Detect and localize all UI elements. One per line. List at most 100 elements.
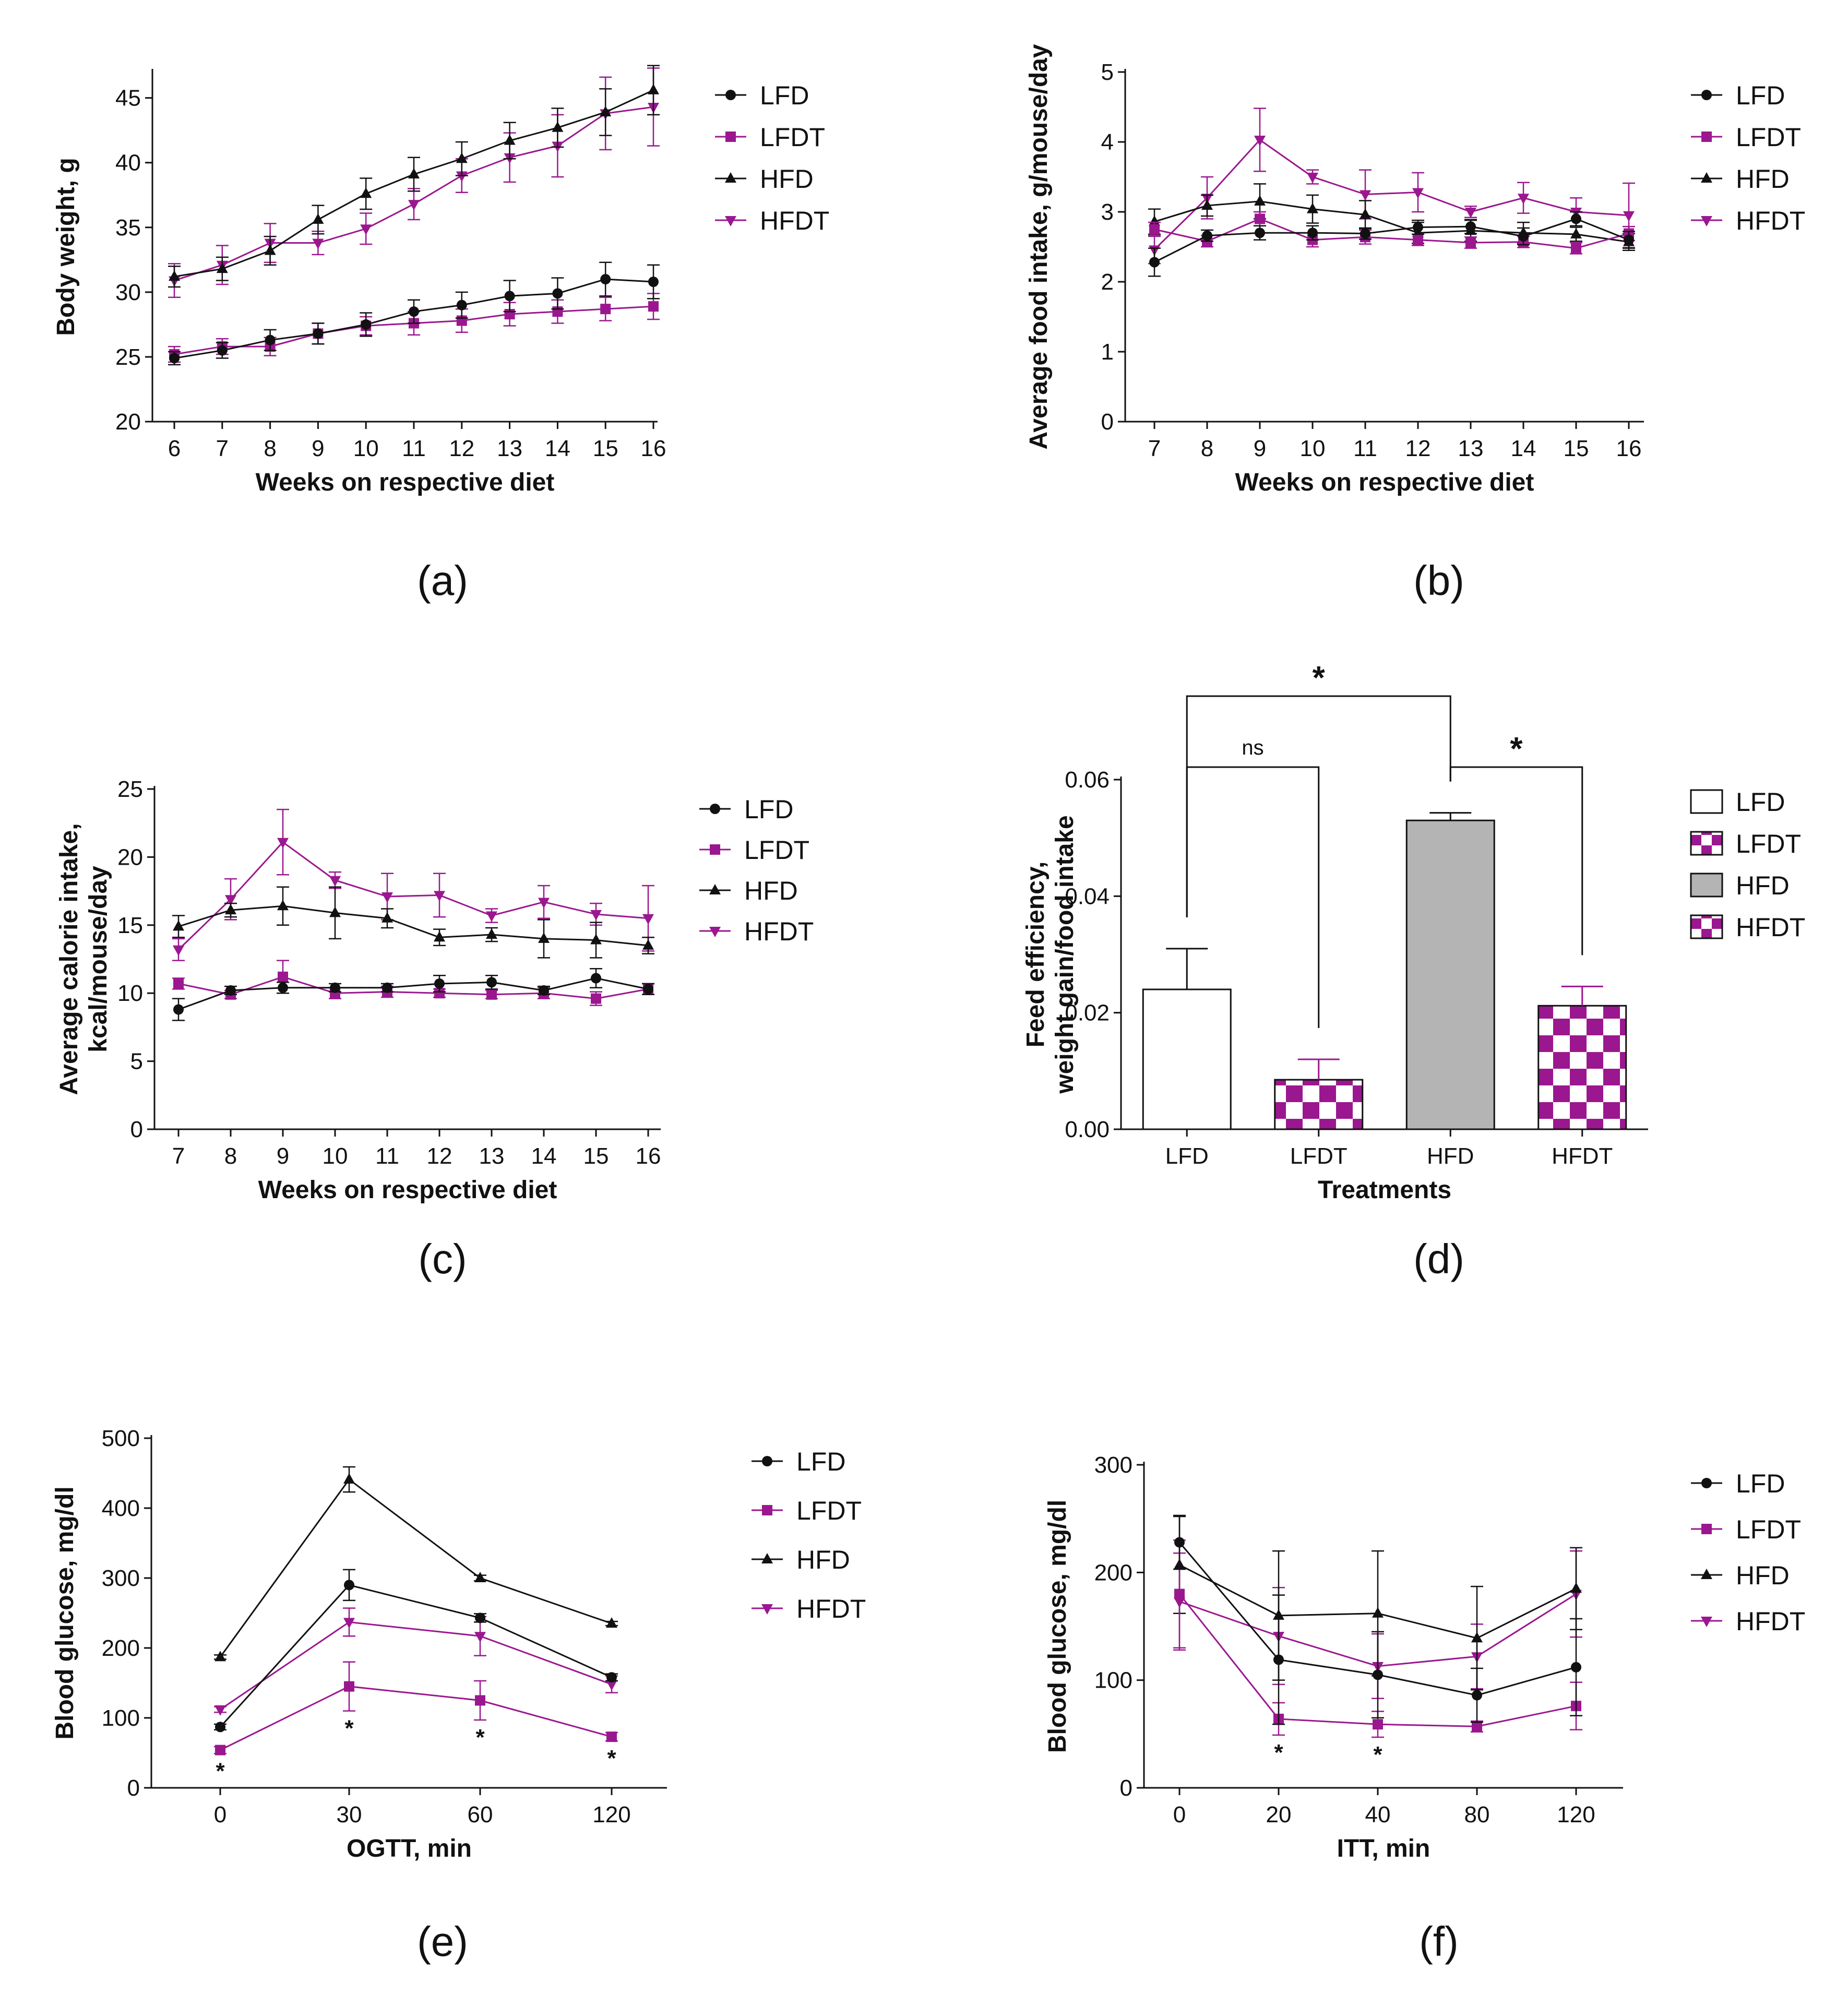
data-point xyxy=(215,1745,225,1755)
series-lfd xyxy=(214,1569,618,1733)
data-point xyxy=(1149,257,1160,268)
data-point xyxy=(486,977,497,988)
legend-label: LFD xyxy=(1736,1469,1785,1498)
y-tick-label: 30 xyxy=(115,280,141,305)
y-tick-label: 45 xyxy=(115,86,141,111)
panel-d: 0.00 0.02 0.04 0.06 LFD LFDT HFD HFDT Treatments… xyxy=(1022,660,1805,1282)
legend-marker xyxy=(725,216,736,226)
x-tick-label: 14 xyxy=(1511,436,1536,461)
data-point xyxy=(474,1632,486,1643)
series-hfdt xyxy=(172,808,654,961)
data-point xyxy=(216,262,228,273)
x-tick-label: 11 xyxy=(402,436,426,461)
legend-marker xyxy=(1701,1478,1712,1488)
data-point xyxy=(1174,1588,1185,1599)
data-point xyxy=(381,892,393,903)
y-tick-label: 100 xyxy=(1094,1668,1132,1693)
x-tick-label: 8 xyxy=(224,1143,237,1169)
y-tick-label: 300 xyxy=(1094,1452,1132,1478)
data-point xyxy=(313,328,324,339)
x-tick-label: 60 xyxy=(468,1802,493,1827)
series-line xyxy=(220,1621,612,1711)
data-point xyxy=(382,982,392,993)
series-line xyxy=(177,841,649,950)
x-tick-label: 8 xyxy=(264,436,276,461)
data-point xyxy=(1413,222,1423,233)
x-tick-label: 8 xyxy=(1201,436,1213,461)
legend: LFD LFDT HFD HFDT xyxy=(715,81,829,235)
legend: LFD LFDT HFD HFDT xyxy=(699,795,814,946)
series-line xyxy=(219,1584,612,1728)
series-lfd xyxy=(172,968,654,1021)
data-point xyxy=(277,900,289,911)
legend-swatch xyxy=(1690,831,1723,856)
data-point xyxy=(312,213,324,224)
panel-label: (b) xyxy=(1413,557,1464,604)
data-point xyxy=(173,945,184,956)
data-point xyxy=(343,1618,355,1629)
panel-label: (d) xyxy=(1413,1236,1464,1282)
legend-swatch xyxy=(1690,914,1723,939)
series-lfd xyxy=(1173,1514,1582,1725)
data-point xyxy=(1571,213,1581,224)
y-tick-label: 100 xyxy=(102,1705,140,1731)
data-point xyxy=(590,934,602,945)
data-point xyxy=(1518,231,1529,242)
data-point xyxy=(214,1651,226,1662)
data-point xyxy=(1570,1582,1582,1593)
data-point xyxy=(360,224,372,235)
data-point xyxy=(1373,1669,1383,1680)
data-point xyxy=(330,982,340,993)
significance-star: * xyxy=(607,1746,616,1771)
panel-e: 0 100 200 300 400 500 0 30 60 120 OGTT, min Blood g… xyxy=(51,1426,866,1965)
legend-marker xyxy=(1701,172,1712,183)
data-point xyxy=(538,898,550,909)
y-tick-label: 20 xyxy=(115,409,141,435)
data-point xyxy=(343,1473,355,1484)
y-tick-label: 1 xyxy=(1101,339,1114,365)
data-point xyxy=(504,291,515,302)
data-point xyxy=(344,1580,354,1591)
series-hfdt xyxy=(214,1607,618,1716)
y-tick-label: 5 xyxy=(1101,59,1114,85)
data-point xyxy=(504,134,516,145)
data-point xyxy=(1518,194,1529,205)
data-point xyxy=(278,982,288,993)
legend-marker xyxy=(761,1553,773,1563)
y-axis-title-line: weight gain/food intake xyxy=(1051,815,1079,1094)
legend-label: HFD xyxy=(760,164,814,194)
x-tick-label: 30 xyxy=(337,1802,362,1827)
legend-label: LFDT xyxy=(1736,829,1801,858)
data-point xyxy=(1307,228,1318,238)
x-tick-label: 10 xyxy=(353,436,379,461)
x-tick-label: 11 xyxy=(375,1143,399,1169)
data-point xyxy=(434,978,445,989)
x-tick-label: 15 xyxy=(593,436,618,461)
significance-star: * xyxy=(475,1725,485,1750)
data-point xyxy=(606,1731,617,1742)
data-point xyxy=(409,306,419,317)
series-lfdt xyxy=(214,1661,618,1755)
data-point xyxy=(1571,1662,1581,1672)
y-tick-label: 200 xyxy=(1094,1560,1132,1585)
data-point xyxy=(1465,208,1476,218)
data-point xyxy=(329,906,341,917)
x-tick-label: 15 xyxy=(1564,436,1589,461)
data-point xyxy=(360,187,372,198)
series-line xyxy=(1154,218,1629,263)
legend-label: LFD xyxy=(760,81,809,110)
data-point xyxy=(1255,213,1265,224)
significance-star: * xyxy=(1373,1742,1382,1767)
panel-a: 20 25 30 35 40 45 6 7 8 9 10 11 12 13 14 15 16 Weeks on r… xyxy=(52,65,829,604)
series-hfdt xyxy=(1148,107,1635,265)
y-tick-label: 200 xyxy=(102,1635,140,1661)
legend-label: LFDT xyxy=(744,835,809,865)
data-point xyxy=(643,984,653,995)
x-tick-label: 120 xyxy=(592,1802,630,1827)
legend-label: LFDT xyxy=(1736,1515,1801,1544)
series-line xyxy=(1154,218,1629,249)
data-point xyxy=(217,345,228,356)
legend-marker xyxy=(762,1456,772,1466)
data-point xyxy=(1149,215,1160,226)
